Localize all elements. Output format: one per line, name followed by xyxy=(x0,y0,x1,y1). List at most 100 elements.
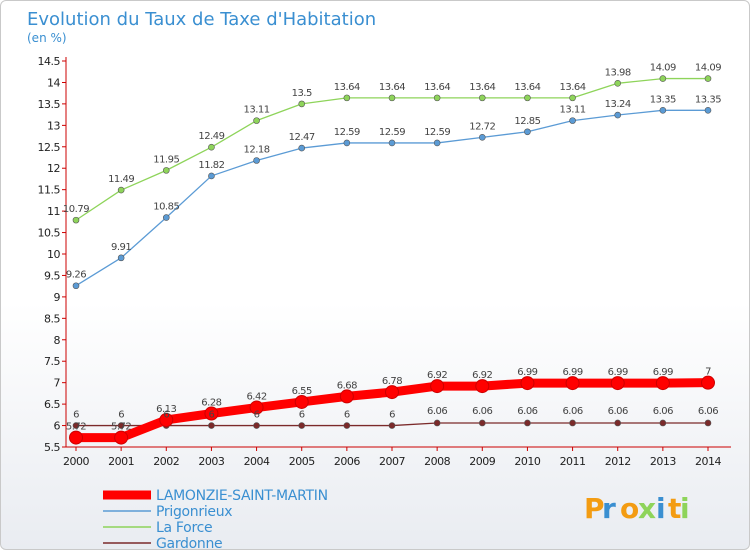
data-point xyxy=(117,254,125,262)
data-point xyxy=(253,117,260,124)
data-label: 6 xyxy=(389,410,395,421)
data-point xyxy=(704,107,712,114)
data-label: 6 xyxy=(118,410,124,421)
y-tick-label: 13.5 xyxy=(38,98,61,111)
y-tick-label: 9 xyxy=(54,291,61,304)
data-point xyxy=(253,422,260,429)
series-gardonne xyxy=(72,419,712,429)
data-labels-lamonzie-saint-martin: 5.72 5.72 6.13 6.28 6.42 6.55 6.68 6.78 6.92 6.92… xyxy=(66,367,712,433)
x-tick-label: 2003 xyxy=(198,455,224,468)
data-point xyxy=(294,394,309,409)
data-point xyxy=(339,389,354,404)
data-label: 6.99 xyxy=(608,367,628,378)
y-tick-label: 14 xyxy=(47,76,60,89)
series-lamonzie-saint-martin xyxy=(69,375,715,445)
data-point xyxy=(475,379,490,394)
data-point xyxy=(520,376,535,391)
data-label: 12.49 xyxy=(198,131,224,142)
data-point xyxy=(614,80,622,87)
data-point xyxy=(659,419,667,427)
data-label: 14.09 xyxy=(695,63,721,74)
x-tick-label: 2007 xyxy=(379,455,405,468)
data-point xyxy=(72,422,80,429)
legend-label: La Force xyxy=(156,520,212,536)
data-label: 13.64 xyxy=(560,82,586,93)
data-point xyxy=(388,94,396,102)
data-point xyxy=(524,94,531,102)
data-label: 12.59 xyxy=(424,127,450,138)
y-tick-label: 13 xyxy=(47,119,60,132)
data-point xyxy=(524,128,531,136)
data-label: 6 xyxy=(73,410,79,421)
x-tick-label: 2000 xyxy=(63,455,89,468)
data-label: 11.82 xyxy=(198,160,224,171)
data-label: 6.99 xyxy=(653,367,673,378)
data-point xyxy=(388,139,396,147)
data-point xyxy=(208,143,215,151)
y-tick-label: 8.5 xyxy=(44,312,60,325)
data-label: 6 xyxy=(299,410,305,421)
data-label: 13.24 xyxy=(605,99,631,110)
y-tick-label: 10.5 xyxy=(38,227,61,240)
x-tick-label: 2012 xyxy=(605,455,631,468)
data-point xyxy=(704,419,712,427)
legend-label: LAMONZIE-SAINT-MARTIN xyxy=(156,488,328,504)
data-point xyxy=(433,139,441,147)
data-label: 7 xyxy=(705,367,711,378)
data-label: 13.35 xyxy=(650,94,676,105)
data-label: 12.47 xyxy=(289,132,315,143)
data-point xyxy=(569,117,576,124)
data-point xyxy=(298,144,306,152)
x-tick-label: 2006 xyxy=(334,455,360,468)
legend-label: Gardonne xyxy=(156,536,222,550)
data-label: 6.06 xyxy=(698,406,718,417)
data-label: 13.11 xyxy=(244,105,270,116)
data-point xyxy=(208,422,215,429)
y-tick-label: 6 xyxy=(54,420,61,433)
data-labels-la-force: 10.79 11.49 11.95 12.49 13.11 13.5 13.64 13.64 1… xyxy=(63,63,722,216)
data-point xyxy=(565,376,580,391)
x-tick-label: 2002 xyxy=(153,455,179,468)
data-label: 6.06 xyxy=(517,406,537,417)
logo-letter: i xyxy=(656,492,667,525)
data-label: 6.78 xyxy=(382,376,402,387)
data-labels-gardonne: 6 6 6 6 6 6 6 6 6.06 6.06 6.06 6.06 6.06 6.06 6.06 xyxy=(73,406,719,421)
data-point xyxy=(433,419,441,427)
data-label: 12.18 xyxy=(244,145,270,156)
data-label: 14.09 xyxy=(650,63,676,74)
data-point xyxy=(72,282,80,290)
data-point xyxy=(114,430,129,445)
data-point xyxy=(253,157,260,164)
x-tick-label: 2008 xyxy=(424,455,450,468)
data-point xyxy=(614,111,622,119)
data-label: 5.72 xyxy=(66,422,86,433)
data-point xyxy=(388,422,396,429)
data-label: 6.06 xyxy=(472,406,492,417)
data-point xyxy=(343,94,351,102)
data-label: 12.72 xyxy=(469,121,495,132)
x-tick-label: 2004 xyxy=(244,455,270,468)
data-label: 13.64 xyxy=(379,82,405,93)
chart-title: Evolution du Taux de Taxe d'Habitation xyxy=(27,9,376,30)
y-tick-label: 7 xyxy=(54,377,61,390)
y-tick-label: 9.5 xyxy=(44,269,60,282)
x-tick-label: 2014 xyxy=(695,455,721,468)
data-point xyxy=(249,400,264,415)
data-label: 10.79 xyxy=(63,204,89,215)
data-label: 13.64 xyxy=(334,82,360,93)
data-label: 6.06 xyxy=(653,406,673,417)
y-tick-label: 14.5 xyxy=(38,55,61,68)
data-label: 12.85 xyxy=(514,116,540,127)
data-point xyxy=(204,406,219,421)
y-tick-label: 5.5 xyxy=(44,441,60,454)
data-point xyxy=(478,419,486,427)
data-label: 13.98 xyxy=(605,67,631,78)
data-label: 6.06 xyxy=(608,406,628,417)
series-la-force xyxy=(72,75,712,224)
data-point xyxy=(343,422,351,429)
data-point xyxy=(655,376,670,391)
y-tick-label: 8 xyxy=(54,334,61,347)
data-point xyxy=(478,134,486,141)
